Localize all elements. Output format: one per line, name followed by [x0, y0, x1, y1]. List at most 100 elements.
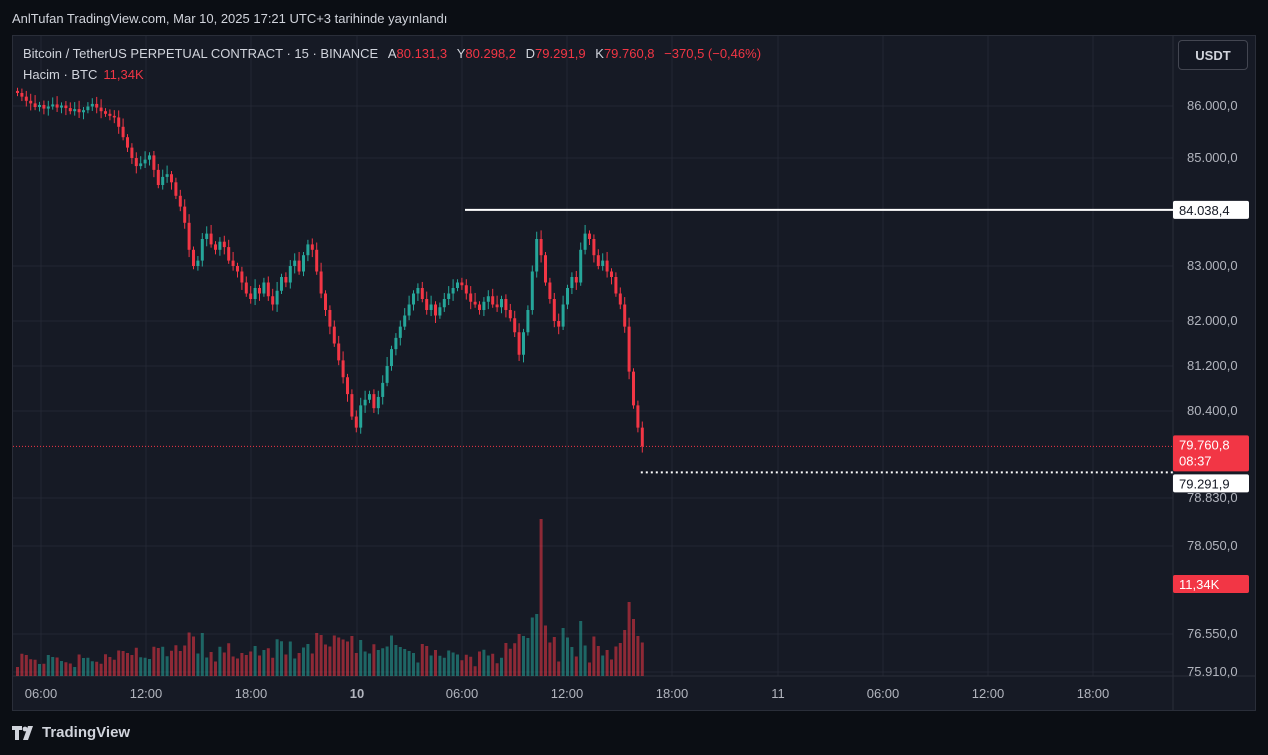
candle-body[interactable]: [412, 293, 415, 305]
candle-body[interactable]: [77, 109, 81, 113]
candle-body[interactable]: [376, 396, 380, 409]
candle-body[interactable]: [258, 288, 261, 294]
candle-body[interactable]: [178, 195, 182, 207]
candle-body[interactable]: [112, 115, 116, 118]
candle-body[interactable]: [610, 271, 613, 278]
candle-body[interactable]: [425, 299, 429, 310]
candle-body[interactable]: [310, 244, 314, 250]
candle-body[interactable]: [222, 241, 226, 248]
candle-body[interactable]: [108, 113, 112, 116]
candle-body[interactable]: [315, 249, 319, 272]
candle-body[interactable]: [407, 304, 411, 316]
candle-body[interactable]: [55, 104, 59, 108]
candle-body[interactable]: [271, 296, 275, 305]
candle-body[interactable]: [464, 285, 468, 294]
candle-body[interactable]: [266, 282, 270, 297]
candle-body[interactable]: [293, 260, 297, 266]
candle-body[interactable]: [530, 271, 534, 311]
candle-body[interactable]: [51, 104, 55, 107]
candle-body[interactable]: [165, 174, 169, 177]
candle-body[interactable]: [429, 304, 433, 311]
candle-body[interactable]: [504, 299, 508, 310]
candle-body[interactable]: [68, 108, 72, 112]
currency-button[interactable]: USDT: [1178, 40, 1248, 70]
candle-body[interactable]: [218, 241, 222, 250]
candle-body[interactable]: [583, 233, 587, 250]
candle-body[interactable]: [139, 163, 143, 167]
candle-body[interactable]: [359, 405, 363, 428]
candle-body[interactable]: [618, 293, 622, 305]
candle-body[interactable]: [332, 326, 336, 344]
candle-body[interactable]: [64, 105, 68, 109]
candle-body[interactable]: [152, 155, 156, 170]
candle-body[interactable]: [205, 233, 209, 239]
candle-body[interactable]: [539, 239, 543, 256]
candle-body[interactable]: [306, 244, 310, 256]
volume-label[interactable]: Hacim · BTC: [23, 67, 98, 82]
candle-body[interactable]: [552, 299, 556, 321]
candle-body[interactable]: [104, 111, 107, 114]
candle-body[interactable]: [517, 332, 521, 355]
candle-body[interactable]: [24, 96, 28, 101]
candle-body[interactable]: [209, 233, 213, 245]
candle-body[interactable]: [227, 247, 231, 261]
candle-body[interactable]: [526, 310, 530, 333]
candle-body[interactable]: [148, 155, 151, 160]
candle-body[interactable]: [95, 103, 99, 108]
candle-body[interactable]: [442, 299, 446, 308]
candle-body[interactable]: [121, 126, 125, 138]
candle-body[interactable]: [99, 107, 103, 112]
candle-body[interactable]: [390, 349, 393, 366]
candle-body[interactable]: [29, 100, 33, 104]
candle-body[interactable]: [614, 277, 618, 294]
candle-body[interactable]: [447, 293, 451, 300]
candle-body[interactable]: [73, 109, 77, 112]
candle-body[interactable]: [592, 239, 596, 256]
candle-body[interactable]: [588, 233, 591, 239]
candle-body[interactable]: [324, 293, 327, 311]
candle-body[interactable]: [381, 382, 385, 397]
candle-body[interactable]: [627, 326, 631, 372]
candle-body[interactable]: [579, 249, 583, 283]
candle-body[interactable]: [196, 260, 200, 266]
candle-body[interactable]: [319, 271, 323, 294]
candle-body[interactable]: [90, 103, 94, 107]
candle-body[interactable]: [341, 360, 345, 378]
candle-body[interactable]: [346, 377, 349, 395]
candle-body[interactable]: [486, 296, 490, 302]
candle-body[interactable]: [134, 158, 138, 167]
candle-body[interactable]: [394, 337, 398, 350]
candle-body[interactable]: [451, 288, 455, 294]
candle-body[interactable]: [156, 169, 160, 185]
candle-body[interactable]: [460, 282, 464, 286]
symbol-title[interactable]: Bitcoin / TetherUS PERPETUAL CONTRACT · …: [23, 46, 379, 61]
candle-body[interactable]: [280, 277, 283, 291]
candle-body[interactable]: [500, 299, 503, 308]
candle-body[interactable]: [456, 282, 459, 289]
candle-body[interactable]: [495, 304, 499, 308]
candle-body[interactable]: [183, 206, 187, 223]
candle-body[interactable]: [636, 405, 640, 428]
candle-body[interactable]: [574, 277, 578, 283]
candle-body[interactable]: [491, 296, 495, 305]
candle-body[interactable]: [469, 293, 473, 302]
candle-body[interactable]: [143, 159, 147, 164]
candle-body[interactable]: [557, 321, 561, 327]
candle-body[interactable]: [60, 105, 63, 108]
candle-body[interactable]: [522, 332, 525, 355]
candle-body[interactable]: [126, 137, 129, 148]
candle-body[interactable]: [200, 239, 204, 261]
candle-body[interactable]: [570, 277, 574, 288]
candle-body[interactable]: [337, 343, 341, 361]
candle-body[interactable]: [33, 103, 37, 108]
candle-body[interactable]: [20, 93, 24, 97]
candle-body[interactable]: [354, 416, 358, 428]
candle-body[interactable]: [363, 399, 367, 406]
candle-body[interactable]: [548, 282, 552, 300]
candle-body[interactable]: [284, 277, 288, 283]
candle-body[interactable]: [86, 106, 90, 111]
candle-body[interactable]: [244, 282, 248, 294]
candle-body[interactable]: [561, 304, 565, 327]
candle-body[interactable]: [623, 304, 627, 327]
candle-body[interactable]: [385, 366, 389, 383]
